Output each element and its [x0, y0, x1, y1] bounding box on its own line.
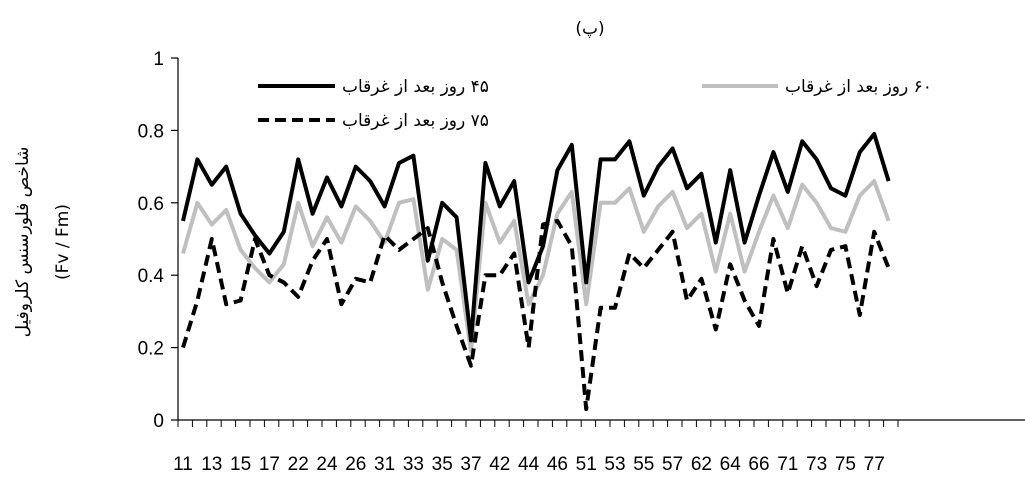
x-tick-label: 31: [374, 454, 395, 475]
y-axis: 0 0.2 0.4 0.6 0.8 1: [138, 49, 179, 432]
x-tick-label: 33: [403, 454, 424, 475]
x-tick-label: 62: [691, 454, 712, 475]
x-tick-label: 71: [777, 454, 798, 475]
x-tick-label: 22: [288, 454, 309, 475]
chart-title: (پ): [575, 19, 604, 39]
x-tick-label: 15: [230, 454, 251, 475]
x-tick-label: 46: [547, 454, 568, 475]
series-layer: [181, 132, 891, 412]
y-tick-label: 0.8: [138, 121, 164, 142]
x-tick-label: 77: [864, 454, 885, 475]
x-tick-label: 75: [835, 454, 856, 475]
x-tick-label: 51: [576, 454, 597, 475]
series-line-75-days: [181, 218, 891, 412]
x-tick-label: 11: [173, 454, 193, 475]
series-line-45-days: [181, 132, 891, 343]
x-tick-label: 44: [518, 454, 540, 475]
y-tick-label: 0.4: [138, 266, 165, 287]
x-tick-label: 73: [806, 454, 827, 475]
legend-label-45-days: ۴۵ روز بعد از غرقاب: [342, 77, 489, 97]
legend-label-75-days: ۷۵ روز بعد از غرقاب: [342, 111, 489, 131]
y-axis-label-formula: (Fv / Fm): [53, 204, 73, 280]
y-axis-label: شاخص فلورسنس کلروفیل: [13, 147, 33, 338]
y-tick-label: 0.6: [138, 194, 164, 215]
x-tick-label: 37: [460, 454, 481, 475]
x-tick-label: 55: [633, 454, 654, 475]
x-tick-label: 64: [720, 454, 742, 475]
y-tick-label: 1: [153, 49, 164, 70]
x-tick-label: 66: [748, 454, 769, 475]
x-tick-label: 17: [259, 454, 280, 475]
legend-label-60-days: ۶۰ روز بعد از غرقاب: [785, 77, 932, 97]
y-tick-label: 0.2: [138, 339, 164, 360]
x-tick-label: 24: [316, 454, 338, 475]
y-tick-label: 0: [153, 411, 164, 432]
x-tick-label: 42: [489, 454, 510, 475]
x-tick-label: 57: [662, 454, 683, 475]
x-axis: 11 13 15 17 22 24 26 31 33 35 37 42 44 46 51 53 55 57 62 64…: [173, 419, 1025, 475]
x-tick-label: 26: [345, 454, 366, 475]
legend: ۴۵ روز بعد از غرقاب ۶۰ روز بعد از غرقاب …: [258, 77, 932, 131]
x-tick-label: 13: [201, 454, 222, 475]
x-tick-label: 53: [604, 454, 625, 475]
x-tick-label: 35: [432, 454, 453, 475]
